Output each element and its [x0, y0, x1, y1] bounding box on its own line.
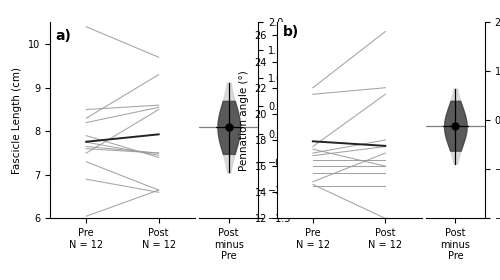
Y-axis label: Pennation angle (°): Pennation angle (°) [239, 70, 249, 171]
Text: a): a) [56, 29, 72, 43]
Text: b): b) [282, 25, 298, 39]
Y-axis label: Paired
cohen's d: Paired cohen's d [286, 95, 308, 145]
Y-axis label: Fascicle Length (cm): Fascicle Length (cm) [12, 67, 22, 174]
